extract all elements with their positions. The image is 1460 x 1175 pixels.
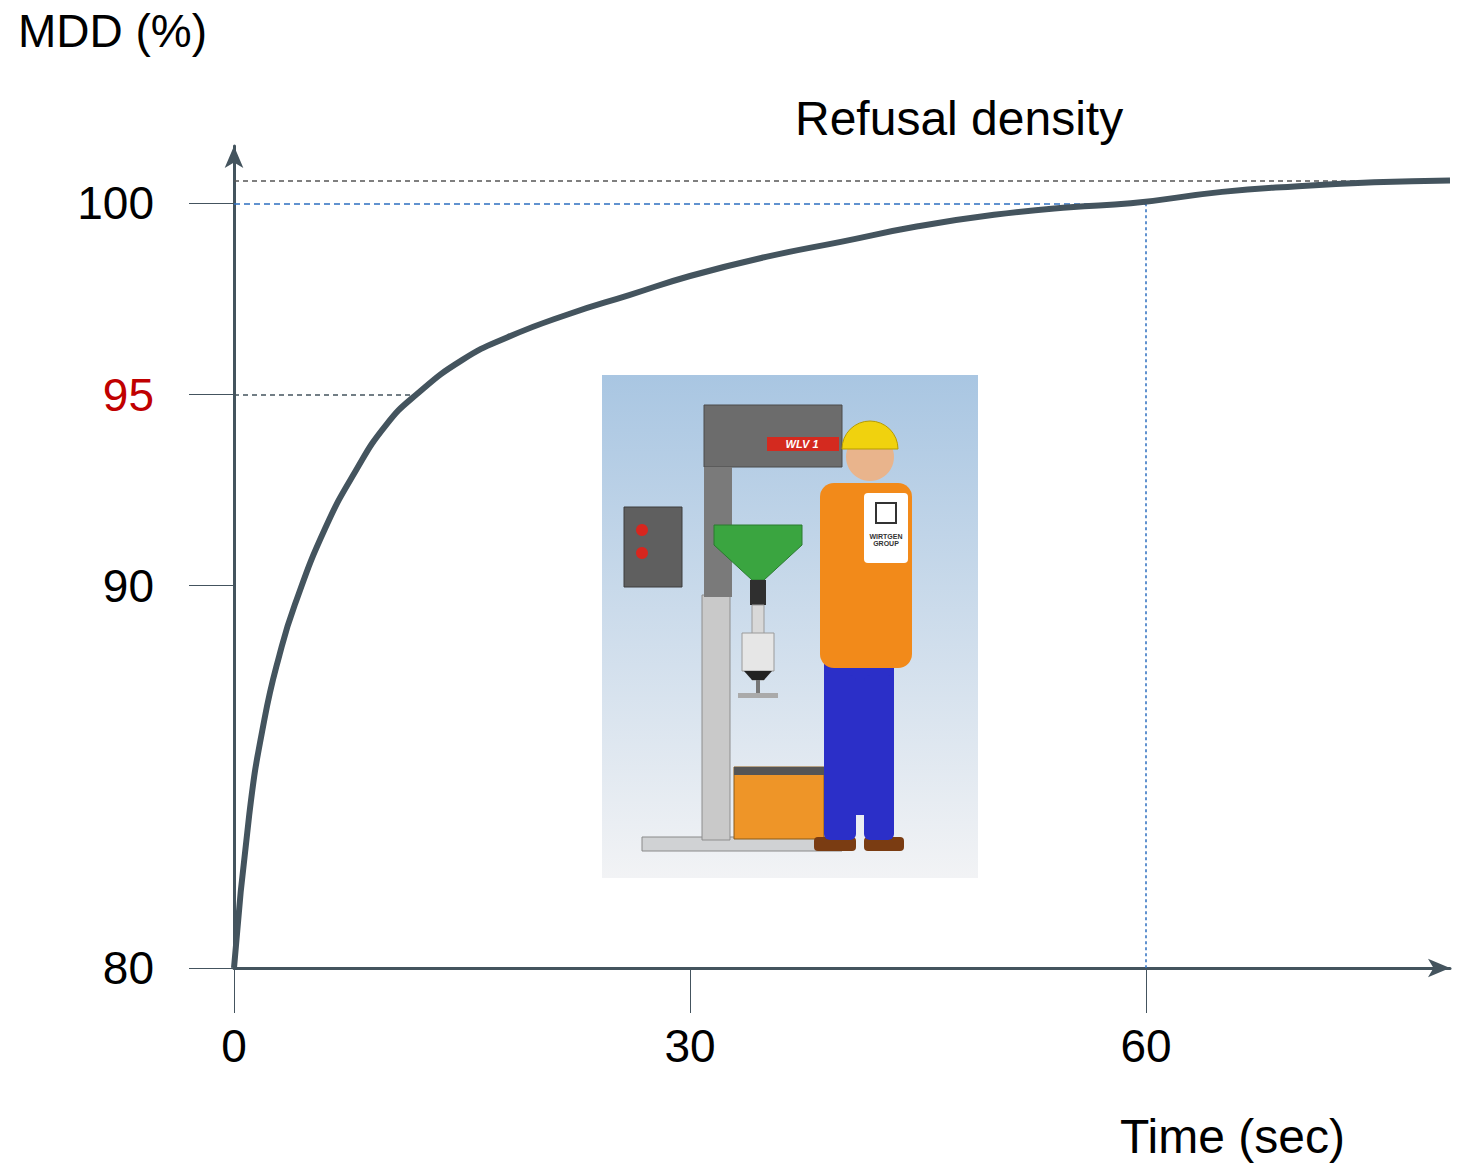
svg-text:WLV 1: WLV 1: [785, 438, 818, 450]
svg-text:MDD (%): MDD (%): [18, 5, 207, 57]
svg-text:80: 80: [103, 942, 154, 994]
svg-text:90: 90: [103, 560, 154, 612]
svg-text:95: 95: [103, 369, 154, 421]
svg-text:100: 100: [77, 177, 154, 229]
svg-text:GROUP: GROUP: [873, 540, 899, 547]
svg-text:30: 30: [664, 1020, 715, 1072]
svg-text:WIRTGEN: WIRTGEN: [869, 533, 902, 540]
svg-text:60: 60: [1120, 1020, 1171, 1072]
svg-text:0: 0: [221, 1020, 247, 1072]
svg-text:Refusal density: Refusal density: [795, 92, 1123, 145]
svg-text:Time (sec): Time (sec): [1120, 1110, 1345, 1163]
